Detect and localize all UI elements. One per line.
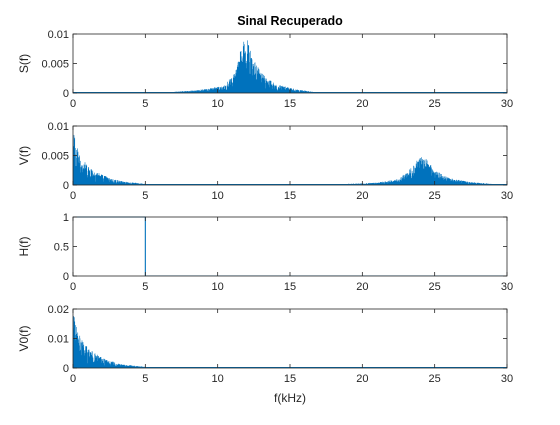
x-axis-label: f(kHz) xyxy=(274,391,306,405)
y-tick-label: 0 xyxy=(63,180,69,192)
x-tick-label: 10 xyxy=(212,281,224,293)
x-tick-label: 20 xyxy=(356,373,368,385)
spectrum-band-1 xyxy=(73,316,146,368)
x-tick-label: 5 xyxy=(142,98,148,110)
y-tick-label: 0.01 xyxy=(48,121,69,133)
y-tick-label: 0.005 xyxy=(41,151,69,163)
y-axis-label: S(f) xyxy=(17,54,31,73)
y-tick-label: 0.02 xyxy=(48,304,69,316)
subplot-4: 0 5 10 15 20 25 30 0 0.01 0.02 V0(f) f(kHz) xyxy=(17,304,513,405)
x-tick-label: 0 xyxy=(70,281,76,293)
x-tick-label: 5 xyxy=(142,281,148,293)
subplot-3: 0 5 10 15 20 25 30 0 0.5 1 H(f) xyxy=(17,212,513,293)
spectrum-band-1 xyxy=(73,134,146,185)
subplot-1: 0 5 10 15 20 25 30 0 0.005 0.01 S(f) Sinal Recupera… xyxy=(17,14,513,110)
x-tick-label: 25 xyxy=(429,190,441,202)
x-tick-label: 5 xyxy=(142,190,148,202)
y-axis-label: H(f) xyxy=(17,237,31,257)
x-tick-label: 25 xyxy=(429,373,441,385)
x-tick-label: 30 xyxy=(501,98,513,110)
y-tick-label: 0.01 xyxy=(48,29,69,41)
chart-title: Sinal Recuperado xyxy=(237,14,343,28)
plot-area xyxy=(73,34,507,93)
x-tick-label: 10 xyxy=(212,373,224,385)
y-tick-label: 0 xyxy=(63,363,69,375)
y-tick-label: 0.005 xyxy=(41,59,69,71)
y-axis-label: V0(f) xyxy=(17,325,31,351)
x-tick-label: 10 xyxy=(212,98,224,110)
x-tick-label: 15 xyxy=(284,98,296,110)
y-tick-label: 0 xyxy=(63,271,69,283)
x-tick-label: 0 xyxy=(70,373,76,385)
x-tick-label: 0 xyxy=(70,98,76,110)
x-tick-label: 20 xyxy=(356,281,368,293)
subplot-2: 0 5 10 15 20 25 30 0 0.005 0.01 V(f) xyxy=(17,121,513,202)
x-tick-label: 20 xyxy=(356,190,368,202)
x-tick-label: 15 xyxy=(284,190,296,202)
plot-area xyxy=(73,217,507,276)
y-tick-label: 0.01 xyxy=(48,334,69,346)
x-tick-label: 5 xyxy=(142,373,148,385)
y-tick-label: 0.5 xyxy=(54,242,69,254)
x-tick-label: 15 xyxy=(284,373,296,385)
x-tick-label: 30 xyxy=(501,373,513,385)
spectrum-band-1 xyxy=(173,40,320,93)
x-tick-label: 30 xyxy=(501,281,513,293)
x-tick-label: 15 xyxy=(284,281,296,293)
y-tick-label: 1 xyxy=(63,212,69,224)
y-axis-label: V(f) xyxy=(17,146,31,165)
y-tick-label: 0 xyxy=(63,88,69,100)
plot-area xyxy=(73,309,507,368)
x-tick-label: 20 xyxy=(356,98,368,110)
x-tick-label: 25 xyxy=(429,281,441,293)
x-tick-label: 25 xyxy=(429,98,441,110)
x-tick-label: 0 xyxy=(70,190,76,202)
x-tick-label: 10 xyxy=(212,190,224,202)
x-tick-label: 30 xyxy=(501,190,513,202)
